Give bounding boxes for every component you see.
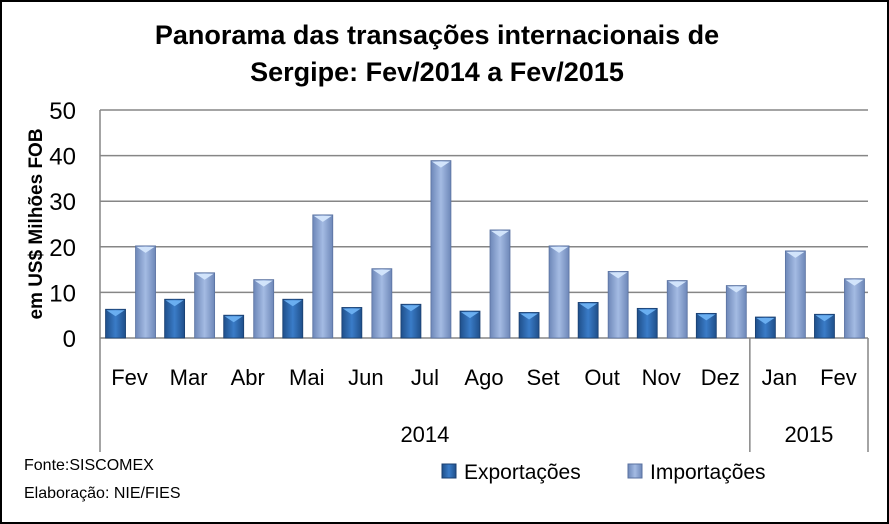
bar-cap xyxy=(106,310,125,317)
elaboration-note: Elaboração: NIE/FIES xyxy=(24,485,181,502)
x-tick-label: Set xyxy=(527,365,560,390)
bar-cap xyxy=(638,309,657,316)
bar-exportacoes xyxy=(577,302,599,339)
bar-importacoes xyxy=(312,214,334,339)
chart-title-line1: Panorama das transações internacionais d… xyxy=(154,20,720,50)
y-tick-label: 10 xyxy=(49,280,76,307)
bar-cap xyxy=(579,303,598,310)
year-label: 2014 xyxy=(400,422,449,447)
bar-cap xyxy=(461,312,479,319)
chart-title-line2: Sergipe: Fev/2014 a Fev/2015 xyxy=(250,57,624,87)
bar-importacoes xyxy=(844,278,865,339)
x-tick-label: Out xyxy=(584,365,619,390)
bar-exportacoes xyxy=(341,307,363,339)
bar-cap xyxy=(491,230,509,237)
bar-exportacoes xyxy=(636,307,658,339)
bar-importacoes xyxy=(135,245,156,339)
bar-importacoes xyxy=(725,285,747,339)
x-tick-label: Ago xyxy=(464,365,503,390)
bar-exportacoes xyxy=(105,308,126,339)
bar-cap xyxy=(845,279,864,286)
bar-cap xyxy=(756,318,775,325)
bar-importacoes xyxy=(784,250,806,339)
bar-importacoes xyxy=(666,280,688,339)
year-label: 2015 xyxy=(784,422,833,447)
y-tick-label: 30 xyxy=(49,189,76,216)
bar-exportacoes xyxy=(754,316,776,339)
bar-exportacoes xyxy=(518,312,540,339)
bar-exportacoes xyxy=(695,312,717,339)
bar-cap xyxy=(195,273,214,280)
bar-importacoes xyxy=(430,160,452,339)
legend-swatch-exportacoes xyxy=(441,463,457,479)
bar-cap xyxy=(431,161,450,168)
bar-cap xyxy=(254,280,273,287)
x-tick-label: Dez xyxy=(701,365,740,390)
bar-exportacoes xyxy=(400,303,422,339)
bar-cap xyxy=(786,251,805,258)
bar-cap xyxy=(401,305,420,312)
bar-cap xyxy=(550,246,569,253)
y-axis-title: em US$ Milhões FOB xyxy=(26,128,47,319)
y-tick-label: 40 xyxy=(49,144,76,171)
x-tick-label: Mar xyxy=(170,365,208,390)
bar-exportacoes xyxy=(814,313,835,339)
x-tick-label: Jan xyxy=(762,365,797,390)
bar-cap xyxy=(342,308,361,315)
y-tick-label: 50 xyxy=(49,98,76,125)
x-tick-label: Fev xyxy=(111,365,148,390)
bar-importacoes xyxy=(607,271,629,339)
bar-cap xyxy=(520,313,539,320)
bar-importacoes xyxy=(489,229,511,339)
bar-cap xyxy=(815,315,834,322)
bar-cap xyxy=(372,269,391,276)
legend-swatch-importacoes xyxy=(627,463,643,479)
x-tick-label: Abr xyxy=(231,365,265,390)
x-tick-label: Fev xyxy=(820,365,857,390)
bar-cap xyxy=(136,246,155,253)
x-tick-label: Jun xyxy=(348,365,383,390)
bar-cap xyxy=(697,314,716,321)
x-tick-label: Mai xyxy=(289,365,324,390)
bar-cap xyxy=(165,300,184,307)
bar-importacoes xyxy=(371,268,393,339)
bar-cap xyxy=(609,272,628,279)
bar-cap xyxy=(283,300,302,307)
legend-label: Importações xyxy=(650,461,766,484)
bar-cap xyxy=(224,316,243,323)
source-note: Fonte:SISCOMEX xyxy=(24,457,154,474)
bar-cap xyxy=(727,286,746,293)
bar-exportacoes xyxy=(223,314,245,339)
bar-importacoes xyxy=(194,272,216,339)
x-tick-label: Nov xyxy=(642,365,681,390)
y-tick-label: 0 xyxy=(63,326,76,353)
legend-label: Exportações xyxy=(464,461,581,484)
y-tick-label: 20 xyxy=(49,235,76,262)
bar-importacoes xyxy=(253,279,275,339)
bar-exportacoes xyxy=(459,310,481,339)
bar-cap xyxy=(668,281,687,288)
x-tick-label: Jul xyxy=(411,365,439,390)
bar-exportacoes xyxy=(282,298,304,339)
bar-cap xyxy=(313,215,332,222)
bar-importacoes xyxy=(548,245,570,339)
bar-exportacoes xyxy=(164,298,186,339)
